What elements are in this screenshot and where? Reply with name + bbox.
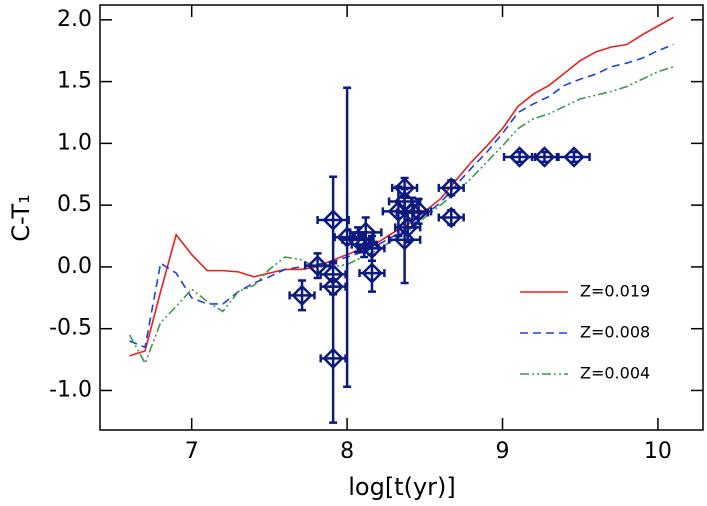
data-point: [322, 347, 344, 370]
y-tick-label: 1.0: [57, 130, 92, 155]
y-tick-label: 0.5: [57, 192, 92, 217]
legend-label: Z=0.008: [580, 323, 650, 342]
data-point: [440, 177, 462, 199]
data-point: [361, 262, 383, 284]
legend-label: Z=0.004: [580, 364, 650, 383]
data-point: [393, 228, 416, 251]
y-tick-label: -0.5: [49, 316, 92, 341]
y-tick-label: 0.0: [57, 254, 92, 279]
x-tick-label: 9: [496, 439, 510, 464]
plot-frame: [99, 4, 704, 431]
data-point: [291, 284, 313, 307]
x-tick-label: 10: [644, 439, 672, 464]
data-point: [322, 209, 344, 231]
y-tick-label: 2.0: [57, 7, 92, 32]
x-tick-label: 7: [185, 439, 199, 464]
data-point: [508, 146, 531, 168]
data-point: [440, 206, 462, 229]
data-point: [354, 221, 377, 244]
x-axis-label: log[t(yr)]: [348, 473, 456, 501]
data-point: [396, 216, 419, 239]
y-axis-label: C-T₁: [7, 194, 35, 242]
y-tick-label: 1.5: [57, 69, 92, 94]
data-point: [563, 146, 585, 168]
legend-label: Z=0.019: [580, 282, 650, 301]
data-point: [407, 200, 430, 223]
x-tick-label: 8: [340, 439, 354, 464]
data-point: [306, 254, 329, 277]
data-point: [533, 146, 556, 168]
y-tick-label: -1.0: [49, 377, 92, 402]
